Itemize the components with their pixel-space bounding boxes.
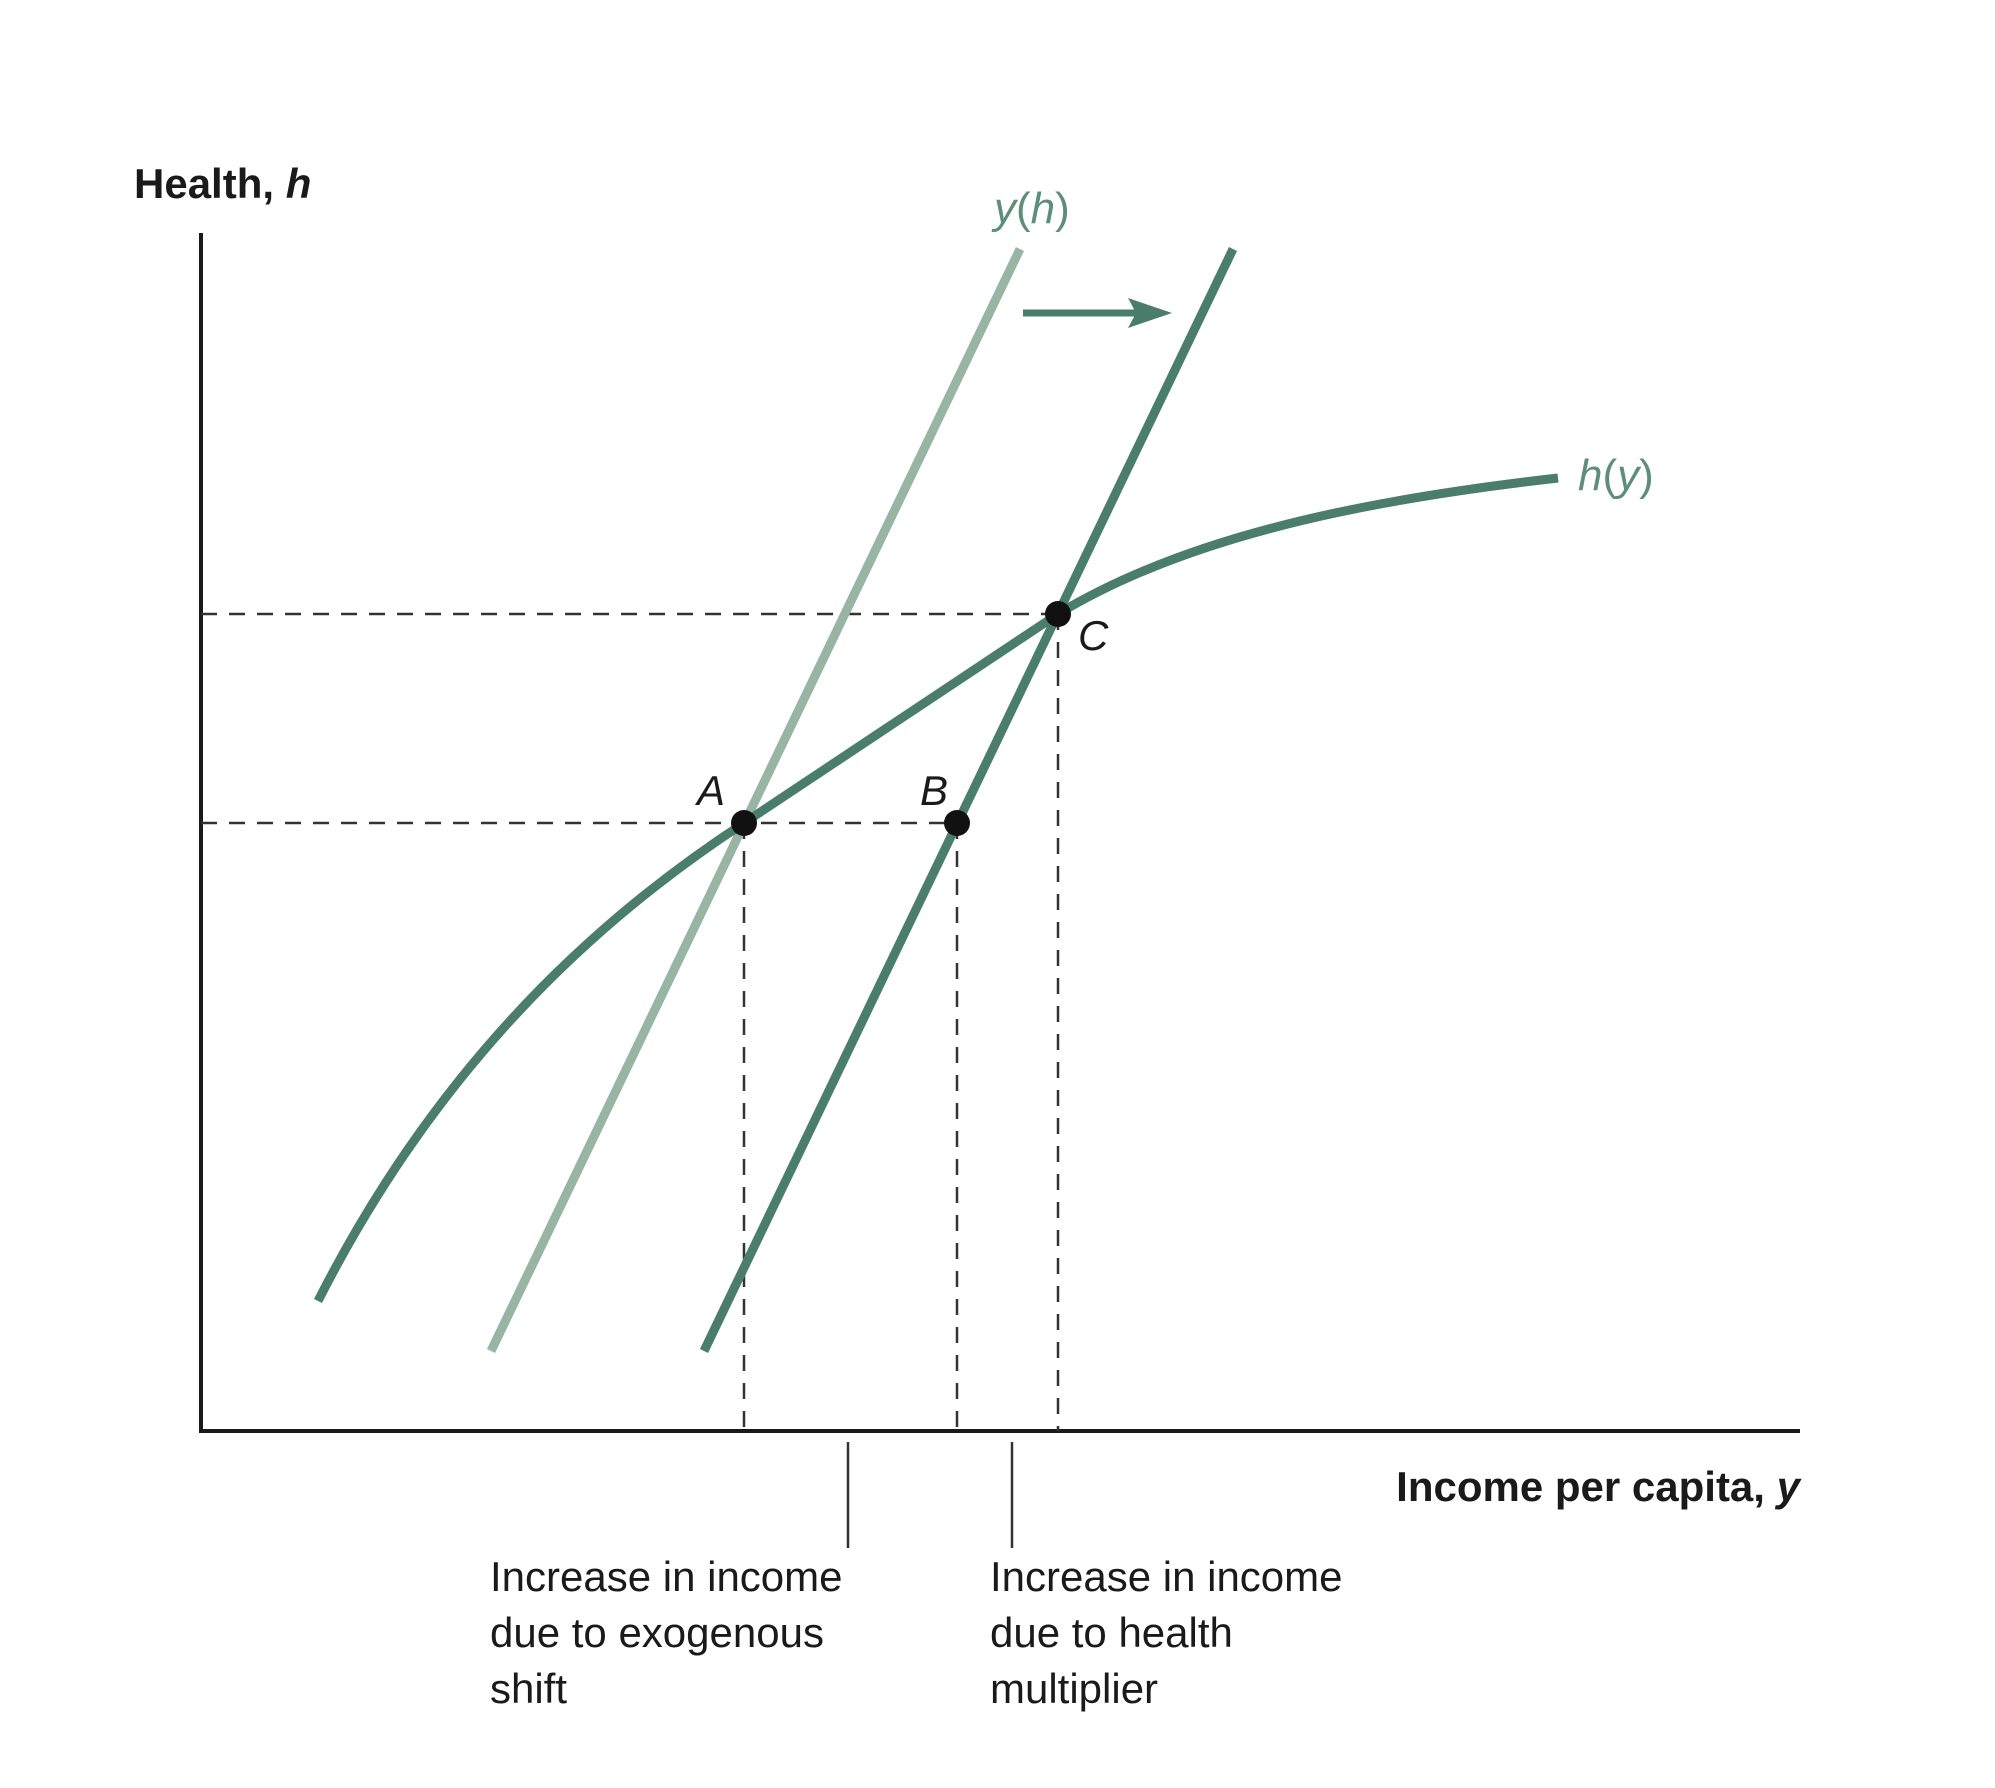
point-c-label: C bbox=[1078, 612, 1109, 659]
y-of-h-label: y(h) bbox=[991, 184, 1070, 233]
h-of-y-label: h(y) bbox=[1578, 451, 1654, 500]
point-b-label: B bbox=[920, 767, 948, 814]
point-a-label: A bbox=[694, 767, 725, 814]
health-multiplier-annotation: Increase in income due to health multipl… bbox=[990, 1553, 1354, 1712]
point-b-marker bbox=[944, 810, 970, 836]
x-axis-title: Income per capita, y bbox=[1396, 1463, 1802, 1510]
y-of-h-original-line bbox=[486, 247, 1025, 1353]
exogenous-shift-annotation: Increase in income due to exogenous shif… bbox=[490, 1553, 854, 1712]
guide-lines bbox=[201, 612, 1060, 1431]
h-of-y-curve bbox=[313, 473, 1559, 1304]
y-of-h-shifted-line bbox=[699, 247, 1238, 1353]
point-c-marker bbox=[1045, 601, 1071, 627]
y-axis-title: Health, h bbox=[134, 160, 311, 207]
point-a-marker bbox=[731, 810, 757, 836]
shift-arrow-icon bbox=[1023, 298, 1172, 328]
